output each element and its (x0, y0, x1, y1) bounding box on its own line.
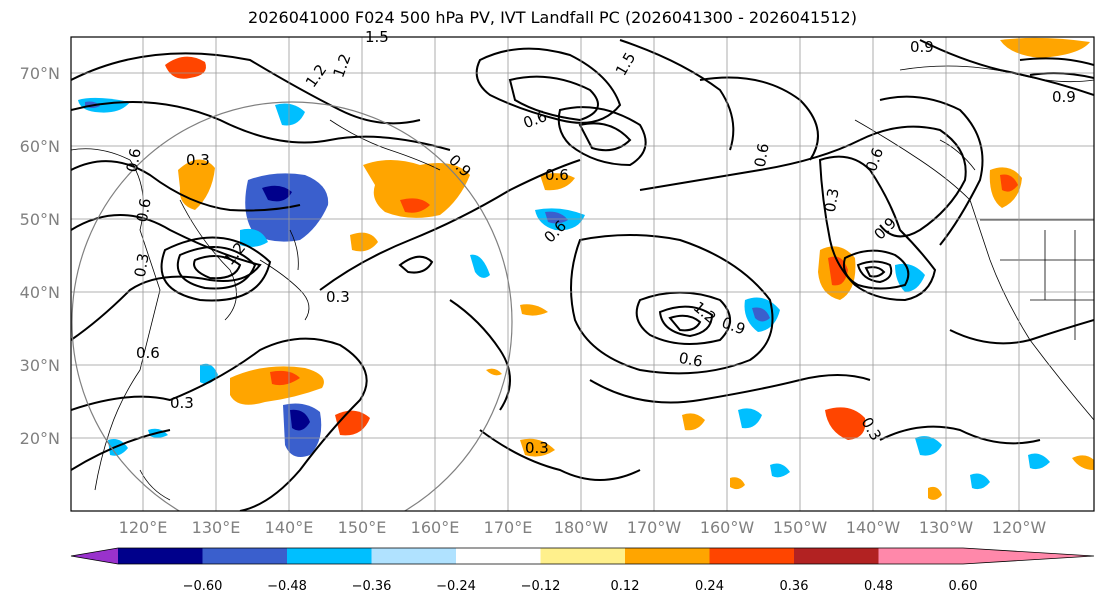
colorbar-min-extend (71, 548, 118, 564)
colorbar (70, 547, 1095, 565)
contour-label: 0.6 (751, 142, 773, 169)
colorbar-segment (202, 548, 287, 564)
lat-label: 40°N (20, 283, 60, 302)
positive-anomaly-fills (165, 37, 1094, 500)
graticule (71, 37, 1094, 511)
lon-labels: 120°E 130°E 140°E 150°E 160°E 170°E 180°… (119, 518, 1047, 537)
lon-label: 180°W (554, 518, 609, 537)
lat-label: 30°N (20, 356, 60, 375)
lon-label: 130°E (192, 518, 241, 537)
contour-label: 0.6 (677, 349, 704, 371)
lon-label: 150°W (773, 518, 828, 537)
colorbar-segment (118, 548, 203, 564)
lon-label: 160°W (700, 518, 755, 537)
colorbar-tick: −0.12 (521, 579, 561, 594)
colorbar-ticks: −0.60 −0.48 −0.36 −0.24 −0.12 0.12 0.24 … (183, 579, 978, 594)
contour-label: 0.3 (131, 252, 153, 279)
colorbar-tick: −0.36 (352, 579, 392, 594)
colorbar-segment (794, 548, 879, 564)
colorbar-tick: 0.48 (864, 579, 893, 594)
colorbar-tick: −0.60 (183, 579, 223, 594)
lon-label: 140°E (265, 518, 314, 537)
colorbar-tick: 0.24 (695, 579, 724, 594)
lat-label: 70°N (20, 64, 60, 83)
lon-label: 170°W (627, 518, 682, 537)
colorbar-segment (709, 548, 794, 564)
contour-label: 0.9 (1052, 88, 1076, 106)
colorbar-segment (540, 548, 625, 564)
map-title: 2026041000 F024 500 hPa PV, IVT Landfall… (248, 8, 857, 27)
colorbar-tick: −0.24 (436, 579, 476, 594)
lon-label: 120°W (992, 518, 1047, 537)
lat-label: 60°N (20, 137, 60, 156)
colorbar-segment (625, 548, 710, 564)
colorbar-segment (371, 548, 456, 564)
colorbar-tick: 0.12 (611, 579, 640, 594)
lat-label: 20°N (20, 429, 60, 448)
contour-label: 0.6 (545, 166, 569, 184)
lat-label: 50°N (20, 210, 60, 229)
lon-label: 170°E (484, 518, 533, 537)
lon-label: 120°E (119, 518, 168, 537)
lon-label: 150°E (338, 518, 387, 537)
contour-label: 0.3 (170, 394, 194, 412)
lon-label: 160°E (411, 518, 460, 537)
lon-label: 130°W (919, 518, 974, 537)
contour-label: 0.9 (910, 38, 934, 56)
colorbar-segment (456, 548, 541, 564)
contour-label: 0.3 (525, 439, 549, 457)
contour-label: 0.6 (123, 147, 145, 174)
colorbar-max-extend (963, 548, 1094, 564)
radius-circle (71, 101, 513, 511)
contour-label: 0.6 (133, 197, 155, 224)
colorbar-segment (287, 548, 372, 564)
colorbar-tick: 0.60 (949, 579, 978, 594)
colorbar-tick: −0.48 (267, 579, 307, 594)
contour-label: 0.3 (186, 151, 210, 169)
plot-frame (70, 36, 1095, 512)
lon-label: 140°W (846, 518, 901, 537)
coastlines (71, 65, 1094, 501)
colorbar-tick: 0.36 (780, 579, 809, 594)
lat-labels: 70°N 60°N 50°N 40°N 30°N 20°N (20, 64, 60, 448)
contour-label: 0.6 (136, 344, 160, 362)
colorbar-segment (878, 548, 963, 564)
pv-contours (71, 39, 1094, 511)
colorbar-outline (70, 547, 1095, 565)
contour-label: 0.3 (326, 288, 350, 306)
contour-label: 0.3 (821, 187, 843, 214)
